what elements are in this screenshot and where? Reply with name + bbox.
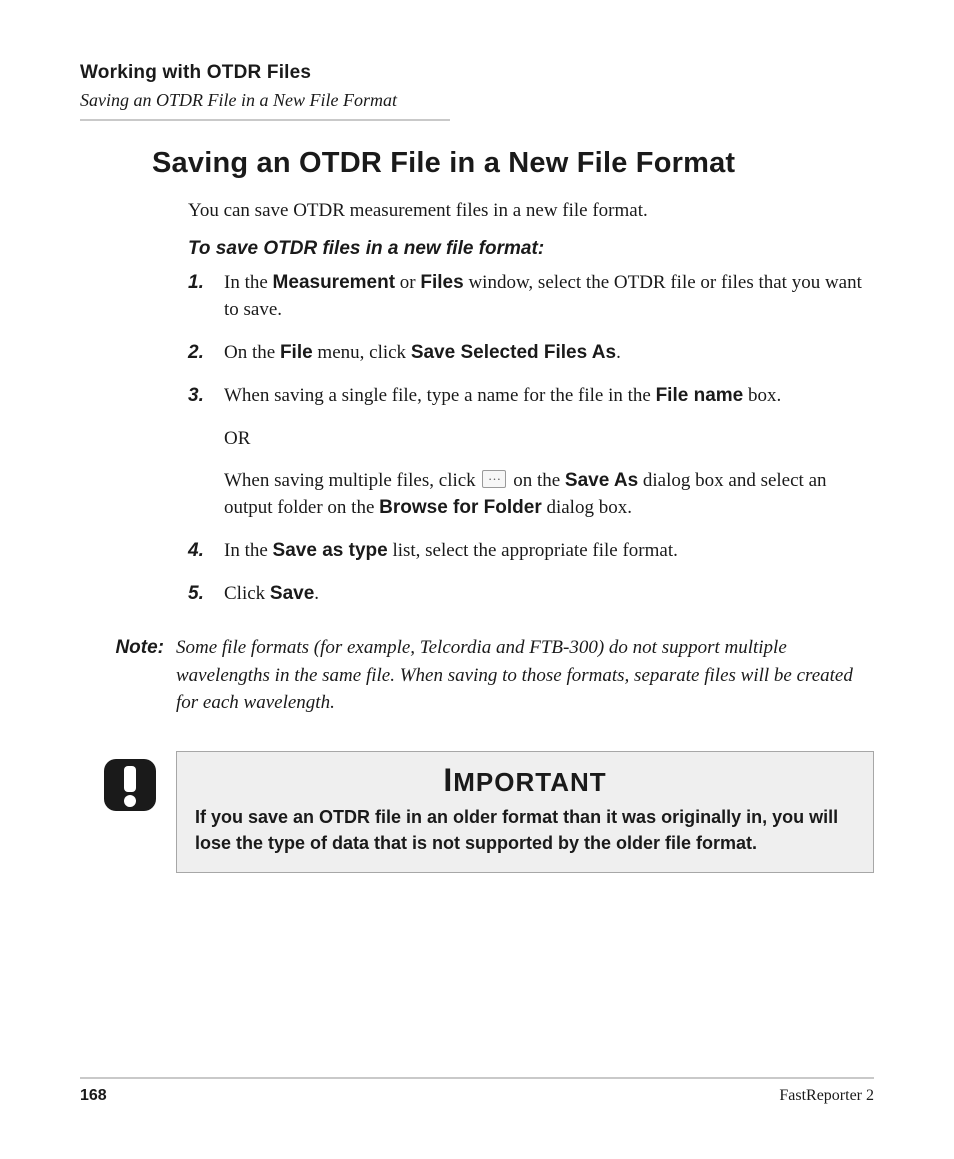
step-5: Click Save.	[188, 581, 864, 608]
section-running-head: Saving an OTDR File in a New File Format	[80, 90, 874, 111]
important-icon	[102, 757, 158, 813]
ui-term: File name	[656, 385, 744, 406]
body: You can save OTDR measurement files in a…	[188, 198, 864, 608]
note: Note: Some file formats (for example, Te…	[102, 634, 874, 717]
ellipsis-button-icon	[482, 470, 506, 488]
note-text: Some file formats (for example, Telcordi…	[176, 634, 874, 717]
step-1: In the Measurement or Files window, sele…	[188, 270, 864, 324]
step-text: .	[616, 342, 621, 363]
page-footer: 168 FastReporter 2	[80, 1077, 874, 1105]
ui-term: Save	[270, 583, 314, 604]
step-or: OR	[224, 426, 864, 453]
note-label: Note:	[102, 634, 164, 717]
page-number: 168	[80, 1087, 107, 1105]
product-name: FastReporter 2	[779, 1087, 874, 1105]
important-title: IMPORTANT	[195, 762, 855, 799]
ui-term: Save Selected Files As	[411, 342, 616, 363]
step-text: In the	[224, 540, 273, 561]
footer-line: 168 FastReporter 2	[80, 1087, 874, 1105]
step-text: .	[314, 583, 319, 604]
step-alt: When saving multiple files, click on the…	[224, 468, 864, 522]
important-text: If you save an OTDR file in an older for…	[195, 805, 855, 856]
intro-paragraph: You can save OTDR measurement files in a…	[188, 198, 864, 224]
step-text: Click	[224, 583, 270, 604]
step-text: on the	[508, 470, 564, 491]
procedure-steps: In the Measurement or Files window, sele…	[188, 270, 864, 609]
step-3: When saving a single file, type a name f…	[188, 383, 864, 523]
step-text: When saving multiple files, click	[224, 470, 480, 491]
step-text: menu, click	[313, 342, 411, 363]
running-head: Working with OTDR Files Saving an OTDR F…	[80, 62, 874, 121]
step-4: In the Save as type list, select the app…	[188, 538, 864, 565]
ui-term: Files	[420, 272, 463, 293]
header-rule	[80, 119, 450, 121]
step-text: In the	[224, 272, 273, 293]
important-box: IMPORTANT If you save an OTDR file in an…	[176, 751, 874, 873]
step-text: or	[395, 272, 420, 293]
ui-term: Save as type	[273, 540, 388, 561]
step-text: box.	[743, 385, 781, 406]
step-text: dialog box.	[542, 497, 632, 518]
step-text: list, select the appropriate file format…	[388, 540, 678, 561]
ui-term: Measurement	[273, 272, 396, 293]
procedure-lead: To save OTDR files in a new file format:	[188, 238, 864, 260]
ui-term: Save As	[565, 470, 638, 491]
important-callout: IMPORTANT If you save an OTDR file in an…	[102, 751, 874, 873]
chapter-title: Working with OTDR Files	[80, 62, 874, 84]
ui-term: Browse for Folder	[379, 497, 542, 518]
step-text: On the	[224, 342, 280, 363]
footer-rule	[80, 1077, 874, 1079]
page: Working with OTDR Files Saving an OTDR F…	[0, 0, 954, 1159]
step-text: When saving a single file, type a name f…	[224, 385, 656, 406]
important-title-rest: MPORTANT	[453, 767, 606, 797]
step-2: On the File menu, click Save Selected Fi…	[188, 340, 864, 367]
important-title-cap: I	[443, 762, 453, 798]
ui-term: File	[280, 342, 313, 363]
section-heading: Saving an OTDR File in a New File Format	[152, 147, 874, 180]
